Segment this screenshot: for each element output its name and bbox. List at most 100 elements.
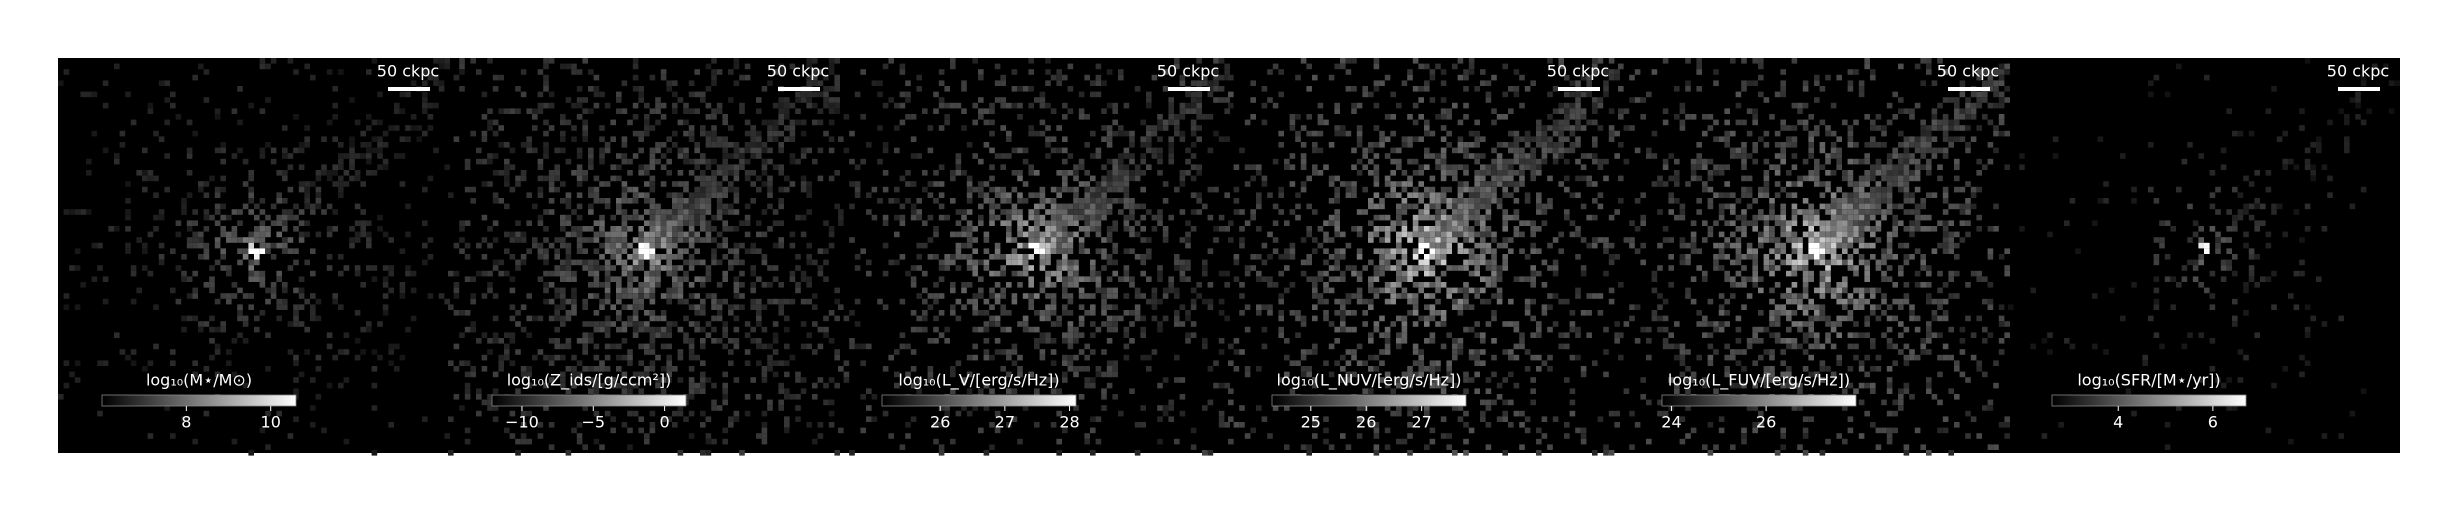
pixel (784, 388, 790, 394)
pixel (1067, 354, 1074, 361)
pixel (537, 220, 544, 226)
pixel (1401, 254, 1408, 260)
pixel (1396, 282, 1402, 288)
pixel (459, 220, 465, 226)
pixel (627, 282, 633, 288)
pixel (543, 248, 549, 254)
pixel (660, 310, 667, 316)
pixel (1056, 220, 1062, 226)
pixel (349, 175, 355, 182)
pixel (543, 142, 549, 148)
pixel (1496, 416, 1503, 422)
pixel (927, 214, 934, 221)
pixel (1468, 153, 1475, 159)
pixel (978, 214, 984, 221)
pixel (1384, 338, 1391, 344)
pixel (828, 226, 835, 232)
pixel (492, 130, 499, 137)
pixel (142, 170, 148, 176)
pixel (910, 114, 917, 120)
pixel (1412, 298, 1419, 305)
pixel (677, 349, 684, 355)
pixel (849, 237, 855, 243)
pixel (1207, 304, 1214, 310)
pixel (795, 158, 801, 165)
pixel (1407, 231, 1413, 238)
pixel (1547, 203, 1553, 210)
pixel (293, 315, 299, 322)
pixel (711, 399, 717, 406)
pixel (1536, 164, 1542, 170)
pixel (660, 315, 667, 322)
pixel (599, 158, 605, 165)
pixel (1022, 321, 1029, 327)
pixel (1140, 422, 1146, 428)
pixel (1168, 136, 1174, 142)
pixel (1368, 388, 1374, 394)
pixel (1530, 270, 1536, 277)
pixel (649, 186, 656, 193)
pixel (1463, 170, 1469, 176)
pixel (560, 214, 566, 221)
pixel (1541, 259, 1548, 266)
pixel (481, 237, 488, 243)
pixel (1474, 203, 1480, 210)
pixel (1084, 209, 1090, 215)
pixel (1267, 97, 1273, 103)
pixel (616, 354, 622, 361)
pixel (1440, 153, 1447, 159)
pixel (554, 343, 560, 350)
pixel (1101, 108, 1107, 114)
pixel (1034, 242, 1040, 249)
pixel (823, 382, 829, 389)
pixel (582, 444, 588, 450)
pixel (192, 371, 198, 378)
pixel (1179, 259, 1186, 266)
pixel (1073, 405, 1079, 411)
pixel (739, 164, 745, 170)
pixel (259, 270, 266, 277)
pixel (209, 315, 215, 322)
pixel (1134, 175, 1141, 182)
pixel (638, 326, 644, 333)
pixel (978, 97, 984, 103)
pixel (1179, 175, 1186, 182)
pixel (944, 214, 950, 221)
pixel (1401, 186, 1408, 193)
pixel (543, 147, 549, 154)
pixel (733, 170, 740, 176)
pixel (343, 181, 350, 187)
pixel (543, 175, 549, 182)
pixel (1050, 422, 1057, 428)
pixel (582, 125, 588, 131)
pixel (1457, 192, 1464, 198)
pixel (1084, 231, 1090, 238)
pixel (209, 287, 215, 294)
pixel (1424, 315, 1430, 322)
pixel (1491, 74, 1497, 81)
pixel (1468, 58, 1475, 64)
pixel (1062, 371, 1068, 378)
pixel (571, 63, 577, 70)
pixel (1045, 293, 1051, 299)
pixel (1190, 304, 1197, 310)
pixel (377, 91, 383, 98)
pixel (192, 315, 198, 322)
pixel (1412, 192, 1419, 198)
pixel (1179, 114, 1186, 120)
colorbar-tick-label: 26 (930, 413, 950, 432)
pixel (1373, 354, 1380, 361)
pixel (972, 248, 978, 254)
pixel (1513, 214, 1520, 221)
pixel (444, 164, 450, 170)
pixel (1435, 158, 1441, 165)
pixel (750, 282, 756, 288)
pixel (1614, 410, 1620, 417)
pixel (1000, 270, 1006, 277)
pixel (509, 276, 516, 282)
pixel (287, 58, 294, 64)
pixel (1552, 147, 1559, 154)
pixel (989, 422, 995, 428)
pixel (1250, 209, 1256, 215)
pixel (1062, 237, 1068, 243)
